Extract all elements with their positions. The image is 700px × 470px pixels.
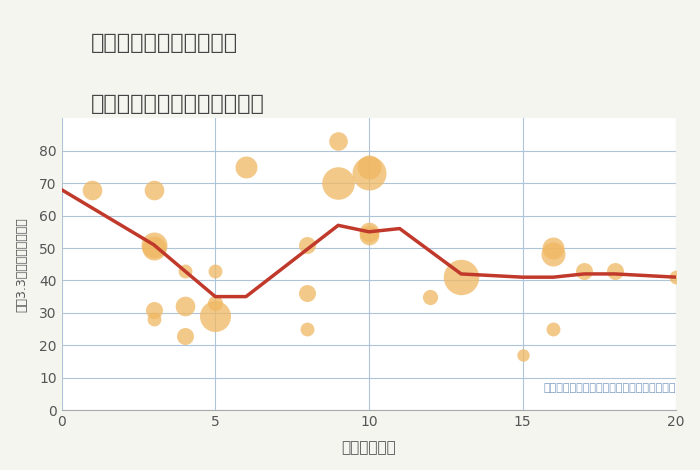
Point <box>179 332 190 339</box>
Point <box>87 186 98 194</box>
Point <box>363 228 374 235</box>
Point <box>517 351 528 359</box>
Point <box>332 180 344 187</box>
Point <box>302 325 313 333</box>
Point <box>547 325 559 333</box>
Point <box>363 231 374 239</box>
Point <box>547 251 559 258</box>
Point <box>578 267 589 274</box>
Point <box>148 186 160 194</box>
Point <box>456 274 467 281</box>
Point <box>363 170 374 177</box>
Point <box>148 306 160 313</box>
Point <box>609 267 620 274</box>
Point <box>148 315 160 323</box>
Point <box>671 274 682 281</box>
Point <box>179 267 190 274</box>
Text: 三重県鈴鹿市長法寺町の: 三重県鈴鹿市長法寺町の <box>91 33 238 53</box>
Point <box>210 299 221 307</box>
Point <box>148 244 160 252</box>
Point <box>363 163 374 171</box>
Text: 円の大きさは、取引のあった物件面積を示す: 円の大きさは、取引のあった物件面積を示す <box>544 383 676 392</box>
Point <box>148 241 160 249</box>
Point <box>210 312 221 320</box>
X-axis label: 駅距離（分）: 駅距離（分） <box>342 440 396 455</box>
Text: 駅距離別中古マンション価格: 駅距離別中古マンション価格 <box>91 94 265 114</box>
Point <box>179 303 190 310</box>
Point <box>425 293 436 300</box>
Point <box>332 137 344 145</box>
Point <box>210 267 221 274</box>
Point <box>302 241 313 249</box>
Y-axis label: 坪（3.3㎡）単価（万円）: 坪（3.3㎡）単価（万円） <box>15 217 28 312</box>
Point <box>547 244 559 252</box>
Point <box>240 163 251 171</box>
Point <box>302 290 313 297</box>
